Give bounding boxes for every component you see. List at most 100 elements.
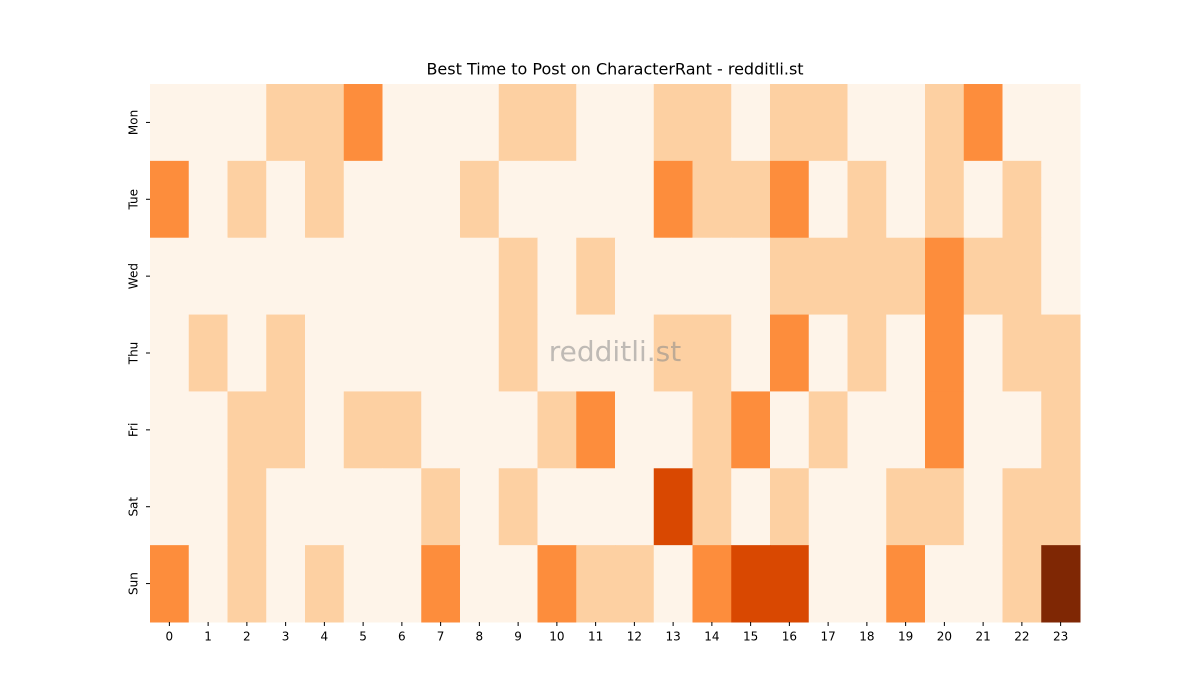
cell bbox=[1002, 160, 1042, 239]
cell bbox=[692, 314, 732, 392]
cell bbox=[653, 545, 693, 623]
cell bbox=[615, 237, 655, 316]
cell bbox=[925, 314, 965, 392]
cell bbox=[498, 468, 538, 546]
cell bbox=[1041, 468, 1081, 546]
cell bbox=[227, 160, 267, 239]
cell bbox=[576, 84, 616, 162]
cell bbox=[925, 468, 965, 546]
cell bbox=[770, 237, 810, 316]
cell bbox=[1041, 160, 1081, 239]
cell bbox=[305, 391, 345, 469]
cell bbox=[382, 160, 422, 239]
cell bbox=[808, 391, 848, 469]
cell bbox=[653, 84, 693, 162]
watermark: redditli.st bbox=[549, 335, 681, 368]
cell bbox=[305, 160, 345, 239]
x-tick-label: 4 bbox=[321, 630, 329, 644]
cell bbox=[421, 545, 461, 623]
cell bbox=[1002, 84, 1042, 162]
x-tick-label: 6 bbox=[398, 630, 406, 644]
cell bbox=[1041, 237, 1081, 316]
cell bbox=[266, 468, 306, 546]
cell bbox=[576, 545, 616, 623]
y-tick-label: Sat bbox=[127, 497, 141, 517]
cell bbox=[421, 468, 461, 546]
cell bbox=[266, 84, 306, 162]
cell bbox=[1041, 314, 1081, 392]
cell bbox=[537, 237, 577, 316]
cell bbox=[498, 391, 538, 469]
axes: 0 1 2 3 4 5 6 7 8 9 10 11 12 13 14 15 16 17 18 19 20 21 22 23Mo… bbox=[127, 110, 1069, 644]
cell bbox=[886, 314, 926, 392]
cell bbox=[305, 468, 345, 546]
cell bbox=[150, 391, 190, 469]
cell bbox=[808, 237, 848, 316]
cell bbox=[537, 160, 577, 239]
x-tick-label: 1 bbox=[204, 630, 212, 644]
cell bbox=[150, 314, 190, 392]
cell bbox=[343, 84, 383, 162]
cell bbox=[421, 84, 461, 162]
cell bbox=[731, 314, 771, 392]
cell bbox=[653, 391, 693, 469]
cell bbox=[963, 84, 1003, 162]
cell bbox=[266, 314, 306, 392]
x-tick-label: 15 bbox=[743, 630, 758, 644]
cell bbox=[731, 391, 771, 469]
cell bbox=[770, 391, 810, 469]
cell bbox=[615, 391, 655, 469]
cell bbox=[382, 545, 422, 623]
cell bbox=[925, 237, 965, 316]
x-tick-label: 22 bbox=[1014, 630, 1029, 644]
y-tick-label: Thu bbox=[127, 342, 141, 366]
cell bbox=[886, 160, 926, 239]
cell bbox=[227, 545, 267, 623]
cell bbox=[266, 160, 306, 239]
cell bbox=[615, 314, 655, 392]
cell bbox=[925, 84, 965, 162]
x-tick-label: 23 bbox=[1053, 630, 1068, 644]
x-tick-label: 5 bbox=[359, 630, 367, 644]
cell bbox=[847, 468, 887, 546]
cell bbox=[808, 545, 848, 623]
cell bbox=[421, 391, 461, 469]
y-tick-label: Mon bbox=[127, 110, 141, 135]
cell bbox=[770, 84, 810, 162]
cell bbox=[692, 160, 732, 239]
cell bbox=[266, 545, 306, 623]
cell bbox=[886, 468, 926, 546]
cell bbox=[382, 84, 422, 162]
cell bbox=[421, 237, 461, 316]
cell bbox=[731, 84, 771, 162]
cell bbox=[227, 314, 267, 392]
x-tick-label: 17 bbox=[820, 630, 835, 644]
cell bbox=[847, 391, 887, 469]
cell bbox=[498, 237, 538, 316]
cells bbox=[150, 84, 1081, 623]
cell bbox=[188, 468, 228, 546]
cell bbox=[576, 391, 616, 469]
cell bbox=[227, 84, 267, 162]
cell bbox=[382, 468, 422, 546]
cell bbox=[227, 468, 267, 546]
cell bbox=[692, 237, 732, 316]
cell bbox=[188, 237, 228, 316]
cell bbox=[460, 314, 500, 392]
cell bbox=[421, 314, 461, 392]
chart-title: Best Time to Post on CharacterRant - red… bbox=[426, 60, 803, 79]
cell bbox=[537, 468, 577, 546]
x-tick-label: 3 bbox=[282, 630, 290, 644]
cell bbox=[770, 545, 810, 623]
cell bbox=[382, 237, 422, 316]
cell bbox=[537, 314, 577, 392]
cell bbox=[266, 237, 306, 316]
cell bbox=[460, 84, 500, 162]
cell bbox=[498, 160, 538, 239]
x-tick-label: 9 bbox=[514, 630, 522, 644]
x-tick-label: 19 bbox=[898, 630, 913, 644]
cell bbox=[305, 545, 345, 623]
cell bbox=[808, 468, 848, 546]
x-tick-label: 16 bbox=[782, 630, 797, 644]
